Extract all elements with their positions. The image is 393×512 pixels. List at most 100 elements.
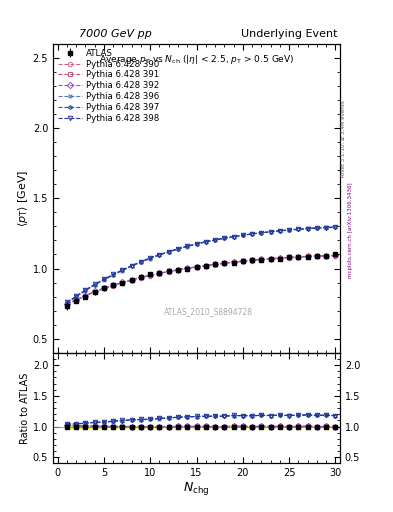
Pythia 6.428 397 xyxy=(305,226,310,232)
Pythia 6.428 396 xyxy=(333,224,338,230)
Pythia 6.428 392 xyxy=(148,272,152,278)
Pythia 6.428 396 xyxy=(268,228,273,234)
Pythia 6.428 398 xyxy=(286,227,291,233)
Pythia 6.428 398 xyxy=(120,267,125,273)
Pythia 6.428 398 xyxy=(314,225,319,231)
Pythia 6.428 397 xyxy=(250,231,254,237)
Pythia 6.428 391 xyxy=(259,257,264,263)
Pythia 6.428 396 xyxy=(231,233,236,240)
Pythia 6.428 392 xyxy=(204,263,208,269)
Pythia 6.428 397 xyxy=(333,224,338,230)
Pythia 6.428 390 xyxy=(222,261,227,267)
Pythia 6.428 390 xyxy=(213,262,217,268)
Pythia 6.428 398 xyxy=(83,287,88,293)
Pythia 6.428 390 xyxy=(148,272,152,279)
Pythia 6.428 398 xyxy=(64,299,69,305)
Pythia 6.428 396 xyxy=(157,252,162,258)
Pythia 6.428 392 xyxy=(102,285,107,291)
Pythia 6.428 396 xyxy=(139,259,143,265)
Pythia 6.428 390 xyxy=(231,260,236,266)
Pythia 6.428 392 xyxy=(64,301,69,307)
Pythia 6.428 391 xyxy=(305,253,310,260)
Pythia 6.428 397 xyxy=(166,249,171,255)
Pythia 6.428 392 xyxy=(139,274,143,281)
Pythia 6.428 398 xyxy=(204,239,208,245)
Pythia 6.428 398 xyxy=(277,228,282,234)
Pythia 6.428 390 xyxy=(111,283,116,289)
Pythia 6.428 391 xyxy=(74,297,79,303)
Pythia 6.428 397 xyxy=(296,226,301,232)
Pythia 6.428 398 xyxy=(157,251,162,258)
Pythia 6.428 391 xyxy=(176,267,180,273)
Pythia 6.428 392 xyxy=(324,252,329,259)
Pythia 6.428 390 xyxy=(204,263,208,269)
Line: Pythia 6.428 390: Pythia 6.428 390 xyxy=(65,253,338,307)
Pythia 6.428 396 xyxy=(83,288,88,294)
Text: Average $p_\mathrm{T}$ vs $N_\mathrm{ch}$ ($|\eta|$ < 2.5, $p_\mathrm{T}$ > 0.5 : Average $p_\mathrm{T}$ vs $N_\mathrm{ch}… xyxy=(99,53,294,66)
Pythia 6.428 398 xyxy=(296,226,301,232)
Pythia 6.428 391 xyxy=(148,272,152,279)
Pythia 6.428 390 xyxy=(194,264,199,270)
Pythia 6.428 397 xyxy=(139,259,143,265)
Pythia 6.428 391 xyxy=(324,252,329,259)
Pythia 6.428 398 xyxy=(241,232,245,238)
Text: ATLAS_2010_S8894728: ATLAS_2010_S8894728 xyxy=(163,307,252,316)
Pythia 6.428 390 xyxy=(286,255,291,261)
Pythia 6.428 391 xyxy=(83,293,88,299)
Pythia 6.428 390 xyxy=(259,257,264,263)
Pythia 6.428 392 xyxy=(185,265,189,271)
Pythia 6.428 391 xyxy=(213,261,217,267)
Pythia 6.428 391 xyxy=(314,253,319,259)
Pythia 6.428 397 xyxy=(268,229,273,235)
Text: mcplots.cern.ch [arXiv:1306.3436]: mcplots.cern.ch [arXiv:1306.3436] xyxy=(348,183,353,278)
Pythia 6.428 396 xyxy=(185,244,189,250)
Pythia 6.428 390 xyxy=(120,280,125,286)
Pythia 6.428 392 xyxy=(259,257,264,263)
Pythia 6.428 396 xyxy=(305,225,310,231)
Pythia 6.428 398 xyxy=(268,229,273,235)
X-axis label: $N_\mathrm{chg}$: $N_\mathrm{chg}$ xyxy=(183,480,210,497)
Y-axis label: $\langle p_\mathrm{T} \rangle$ [GeV]: $\langle p_\mathrm{T} \rangle$ [GeV] xyxy=(16,169,30,227)
Legend: ATLAS, Pythia 6.428 390, Pythia 6.428 391, Pythia 6.428 392, Pythia 6.428 396, P: ATLAS, Pythia 6.428 390, Pythia 6.428 39… xyxy=(56,46,162,125)
Pythia 6.428 396 xyxy=(148,255,152,262)
Pythia 6.428 390 xyxy=(314,253,319,260)
Pythia 6.428 397 xyxy=(286,227,291,233)
Y-axis label: Ratio to ATLAS: Ratio to ATLAS xyxy=(20,372,30,444)
Pythia 6.428 390 xyxy=(185,265,189,271)
Pythia 6.428 397 xyxy=(241,232,245,239)
Pythia 6.428 391 xyxy=(268,255,273,262)
Pythia 6.428 391 xyxy=(166,268,171,274)
Pythia 6.428 391 xyxy=(139,274,143,281)
Pythia 6.428 396 xyxy=(120,268,125,274)
Pythia 6.428 398 xyxy=(176,246,180,252)
Pythia 6.428 397 xyxy=(324,225,329,231)
Pythia 6.428 398 xyxy=(250,231,254,237)
Pythia 6.428 390 xyxy=(305,254,310,260)
Pythia 6.428 392 xyxy=(157,270,162,276)
Pythia 6.428 391 xyxy=(129,277,134,283)
Pythia 6.428 391 xyxy=(102,285,107,291)
Pythia 6.428 392 xyxy=(120,280,125,286)
Pythia 6.428 390 xyxy=(296,254,301,260)
Pythia 6.428 397 xyxy=(120,267,125,273)
Pythia 6.428 396 xyxy=(102,277,107,283)
Pythia 6.428 397 xyxy=(83,287,88,293)
Pythia 6.428 397 xyxy=(231,233,236,240)
Pythia 6.428 391 xyxy=(157,270,162,276)
Pythia 6.428 398 xyxy=(102,276,107,282)
Pythia 6.428 398 xyxy=(222,235,227,241)
Pythia 6.428 391 xyxy=(120,280,125,286)
Line: Pythia 6.428 397: Pythia 6.428 397 xyxy=(65,225,338,305)
Pythia 6.428 392 xyxy=(222,260,227,266)
Pythia 6.428 396 xyxy=(213,237,217,243)
Pythia 6.428 391 xyxy=(296,254,301,260)
Pythia 6.428 397 xyxy=(277,228,282,234)
Pythia 6.428 398 xyxy=(129,263,134,269)
Pythia 6.428 391 xyxy=(222,260,227,266)
Pythia 6.428 391 xyxy=(241,258,245,264)
Pythia 6.428 396 xyxy=(194,241,199,247)
Pythia 6.428 391 xyxy=(185,265,189,271)
Line: Pythia 6.428 391: Pythia 6.428 391 xyxy=(65,253,338,307)
Pythia 6.428 397 xyxy=(148,255,152,261)
Pythia 6.428 397 xyxy=(74,293,79,300)
